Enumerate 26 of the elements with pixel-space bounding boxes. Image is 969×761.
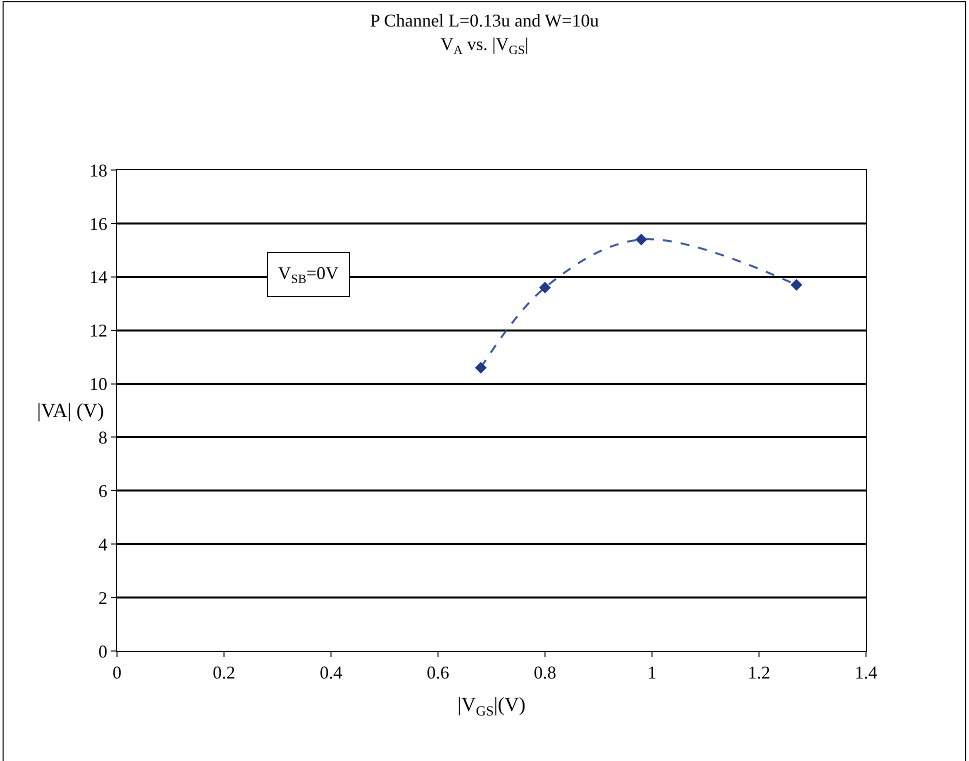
y-tick-label: 4: [98, 534, 108, 554]
y-tick-label: 6: [98, 480, 108, 501]
y-tick-label: 10: [89, 374, 108, 394]
annotation: V$_{SB}$=0V: [278, 263, 339, 286]
y-axis-title: |VA| (V): [37, 400, 104, 422]
x-tick-label: 1.4: [854, 662, 878, 683]
x-tick-label: 0.2: [212, 662, 236, 683]
x-tick-label: 0.8: [534, 662, 556, 683]
point: [474, 362, 487, 374]
y-tick-label: 16: [89, 214, 108, 234]
x-tick-label: 1.2: [748, 662, 770, 683]
y-tick-label: 18: [89, 160, 108, 180]
y-tick-label: 0: [98, 641, 108, 662]
point: [790, 279, 802, 291]
point: [635, 234, 648, 246]
chart-title: P Channel L=0.13u and W=10u V$_{A}$ vs. |V$_{GS}$|: [370, 10, 599, 57]
point: [539, 282, 551, 294]
x-tick-label: 1: [648, 662, 656, 683]
x-tick-label: 0: [112, 662, 122, 683]
x-axis-title: |V$_{GS}$|(V): [457, 694, 526, 720]
y-tick-label: 8: [98, 428, 108, 448]
x-tick-label: 0.6: [426, 662, 450, 683]
y-tick-label: 12: [89, 320, 108, 341]
y-tick-label: 2: [98, 588, 108, 608]
x-tick-label: 0.4: [320, 662, 342, 683]
y-tick-label: 14: [89, 267, 108, 288]
